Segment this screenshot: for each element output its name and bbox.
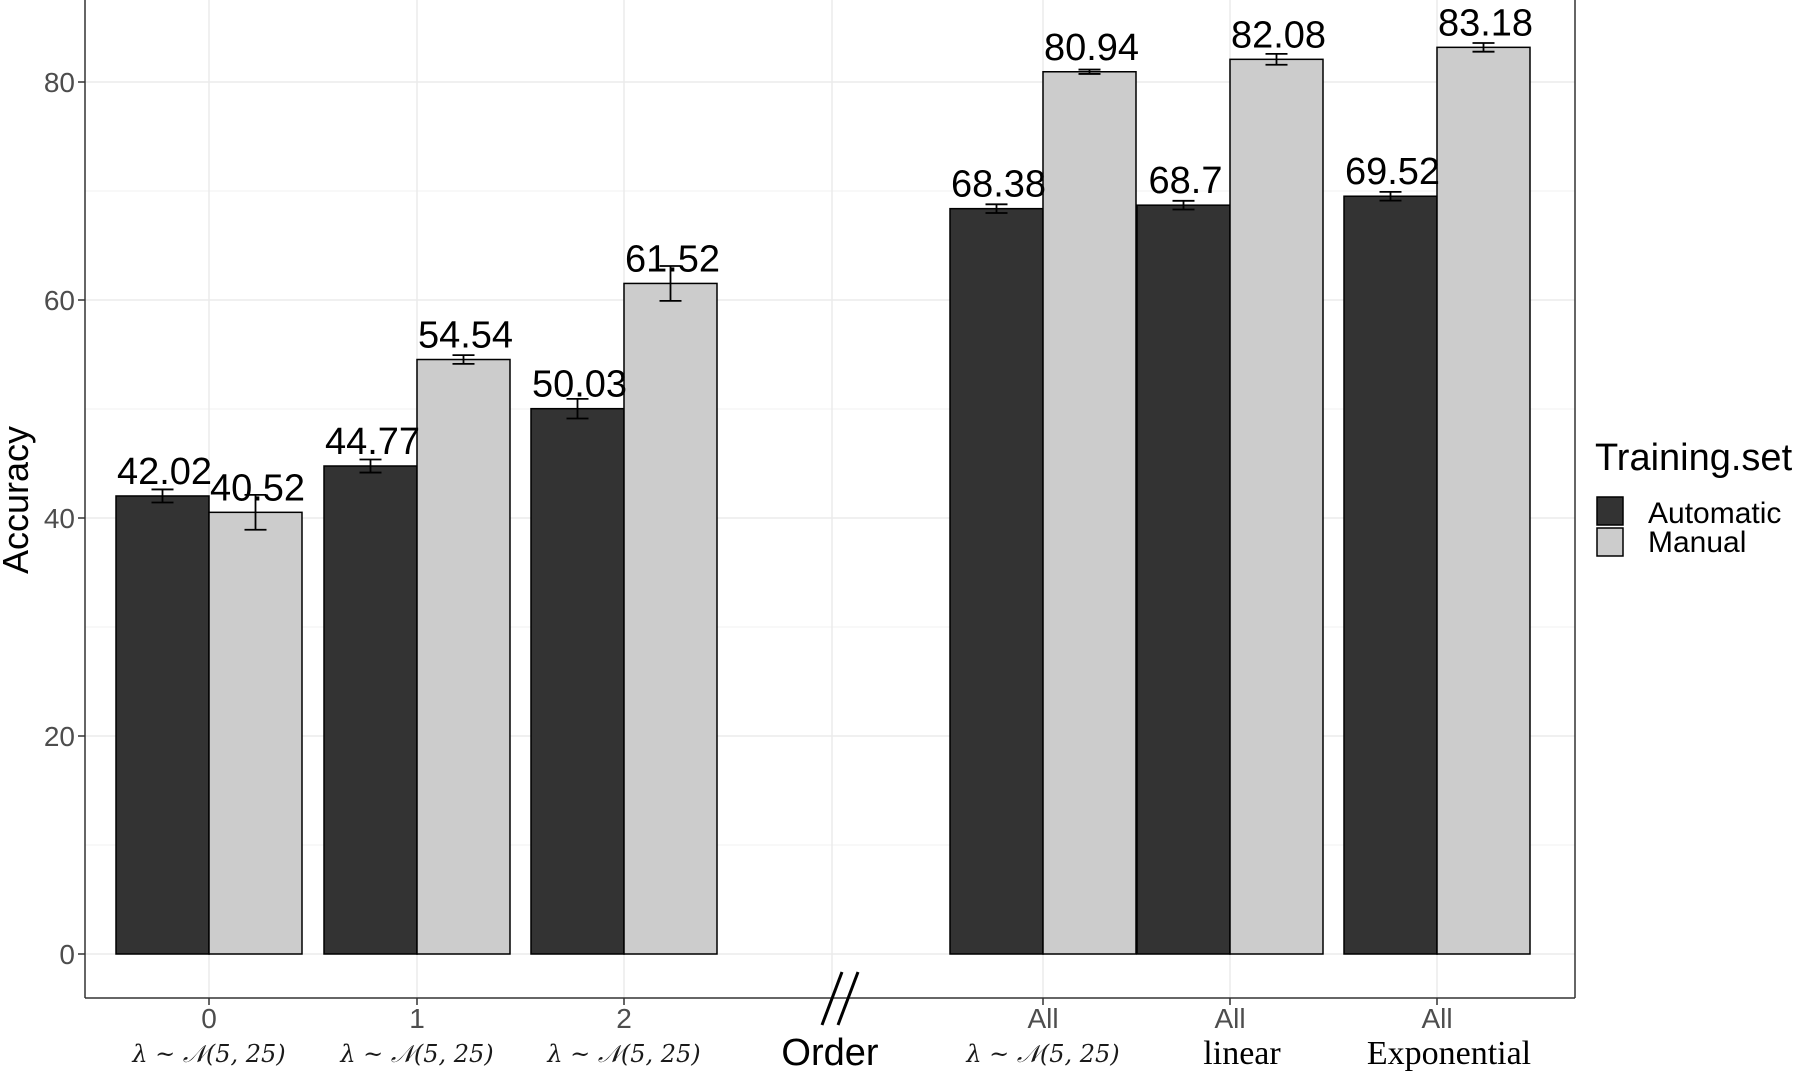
bar-manual [1229, 58, 1324, 955]
x-tick-label: 1 [409, 1003, 425, 1034]
x-tick-label: 0 [201, 1003, 217, 1034]
legend-swatch-manual [1596, 527, 1624, 557]
data-label: 69.52 [1345, 151, 1440, 193]
bar-automatic [115, 495, 210, 955]
data-label: 42.02 [117, 451, 212, 493]
data-label: 68.7 [1149, 160, 1223, 202]
data-label: 68.38 [951, 164, 1046, 206]
x-sub-label: Exponential [1367, 1035, 1531, 1072]
y-axis-title: Accuracy [0, 426, 36, 574]
x-sub-label: λ ~ 𝒩(5, 25) [339, 1040, 493, 1068]
y-tick-label: 40 [44, 503, 75, 534]
bar-manual [1436, 46, 1531, 955]
bar-automatic [323, 465, 418, 955]
legend-title: Training.set [1595, 437, 1793, 479]
legend-swatch-automatic [1596, 496, 1624, 526]
x-tick-label: All [1027, 1003, 1058, 1034]
bar-automatic [530, 407, 625, 955]
y-tick-label: 20 [44, 721, 75, 752]
data-label: 83.18 [1438, 2, 1533, 44]
bar-automatic [949, 207, 1044, 955]
data-label: 82.08 [1231, 14, 1326, 56]
bar-automatic [1136, 204, 1231, 955]
legend: Training.set Automatic Manual [1595, 437, 1793, 559]
legend-label-automatic: Automatic [1648, 497, 1781, 530]
x-sub-label: linear [1203, 1035, 1281, 1072]
bar-automatic [1343, 195, 1438, 955]
axis-break-mark [820, 971, 844, 1026]
data-label: 50.03 [532, 364, 627, 406]
bar-manual [623, 282, 718, 955]
x-sub-label: λ ~ 𝒩(5, 25) [546, 1040, 700, 1068]
x-tick-label: All [1421, 1003, 1452, 1034]
x-sub-label: λ ~ 𝒩(5, 25) [965, 1040, 1119, 1068]
labels: 42.02 44.77 50.03 68.38 68.7 69.52 40.52 54.54 6… [117, 2, 1533, 509]
data-label: 40.52 [210, 467, 305, 509]
data-label: 44.77 [325, 421, 420, 463]
y-tick-label: 0 [59, 939, 75, 970]
axes: 0 20 40 60 80 0 λ ~ 𝒩(5, 25) 1 λ ~ 𝒩(5, 25) 2 λ ~ … [44, 0, 1576, 1072]
bar-manual [1042, 71, 1137, 955]
y-tick-label: 60 [44, 285, 75, 316]
legend-label-manual: Manual [1648, 526, 1746, 559]
y-tick-label: 80 [44, 67, 75, 98]
axis-break-mark [836, 971, 860, 1026]
bar-manual [416, 358, 511, 955]
x-tick-label: All [1214, 1003, 1245, 1034]
bar-manual [208, 511, 303, 955]
x-sub-label: λ ~ 𝒩(5, 25) [131, 1040, 285, 1068]
data-label: 80.94 [1044, 27, 1139, 69]
bars [115, 42, 1531, 955]
data-label: 54.54 [418, 315, 513, 357]
data-label: 61.52 [625, 238, 720, 280]
x-tick-label: 2 [616, 1003, 632, 1034]
x-axis-order-label: Order [781, 1032, 878, 1074]
